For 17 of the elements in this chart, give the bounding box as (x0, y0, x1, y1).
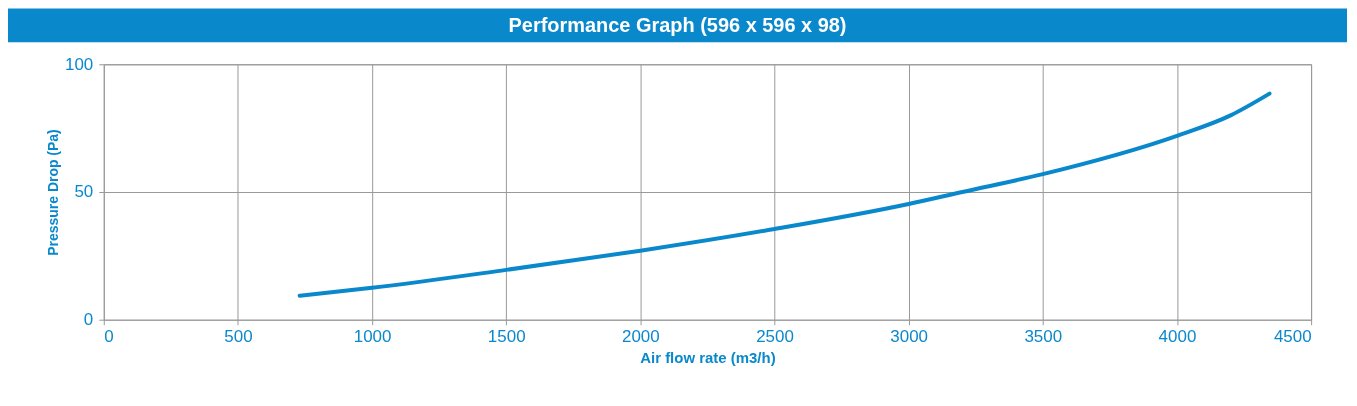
y-tick-label: 0 (83, 310, 94, 330)
x-tick-label: 0 (104, 327, 114, 347)
x-tick-label: 4500 (1273, 327, 1312, 347)
x-tick-label: 3000 (890, 327, 929, 347)
x-axis-title: Air flow rate (m3/h) (640, 349, 776, 367)
x-tick-label: 3500 (1024, 327, 1063, 347)
chart-title: Performance Graph (596 x 596 x 98) (508, 14, 847, 37)
y-tick-label: 50 (74, 182, 94, 202)
x-tick-label: 1500 (487, 327, 526, 347)
x-tick-label: 4000 (1158, 327, 1197, 347)
y-axis-title: Pressure Drop (Pa) (45, 129, 62, 256)
x-tick-label: 500 (224, 327, 253, 347)
x-tick-label: 2000 (622, 327, 660, 347)
x-tick-label: 2500 (756, 327, 794, 347)
line-series (297, 91, 1272, 298)
x-tick-label: 1000 (353, 327, 392, 347)
y-tick-label: 100 (65, 54, 94, 74)
